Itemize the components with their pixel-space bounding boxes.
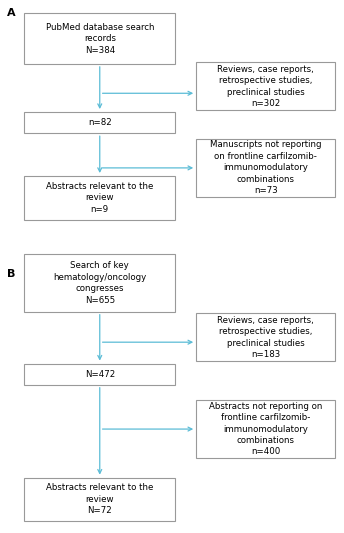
Text: Reviews, case reports,
retrospective studies,
preclinical studies
n=183: Reviews, case reports, retrospective stu… — [217, 316, 314, 359]
FancyBboxPatch shape — [24, 176, 175, 220]
FancyBboxPatch shape — [196, 62, 335, 110]
FancyBboxPatch shape — [196, 400, 335, 458]
Text: Reviews, case reports,
retrospective studies,
preclinical studies
n=302: Reviews, case reports, retrospective stu… — [217, 64, 314, 108]
FancyBboxPatch shape — [196, 139, 335, 197]
Text: A: A — [7, 8, 15, 18]
Text: n=82: n=82 — [88, 118, 112, 127]
FancyBboxPatch shape — [196, 313, 335, 361]
FancyBboxPatch shape — [24, 364, 175, 385]
Text: Abstracts not reporting on
frontline carfilzomib-
immunomodulatory
combinations
: Abstracts not reporting on frontline car… — [209, 402, 322, 456]
Text: B: B — [7, 269, 15, 279]
Text: Abstracts relevant to the
review
N=72: Abstracts relevant to the review N=72 — [46, 483, 153, 515]
FancyBboxPatch shape — [24, 112, 175, 133]
FancyBboxPatch shape — [24, 13, 175, 64]
Text: Abstracts relevant to the
review
n=9: Abstracts relevant to the review n=9 — [46, 182, 153, 214]
FancyBboxPatch shape — [24, 254, 175, 312]
Text: N=472: N=472 — [85, 370, 115, 378]
Text: Search of key
hematology/oncology
congresses
N=655: Search of key hematology/oncology congre… — [53, 261, 147, 305]
FancyBboxPatch shape — [24, 478, 175, 521]
Text: PubMed database search
records
N=384: PubMed database search records N=384 — [45, 23, 154, 54]
Text: Manuscripts not reporting
on frontline carfilzomib-
immunomodulatory
combination: Manuscripts not reporting on frontline c… — [210, 141, 322, 195]
